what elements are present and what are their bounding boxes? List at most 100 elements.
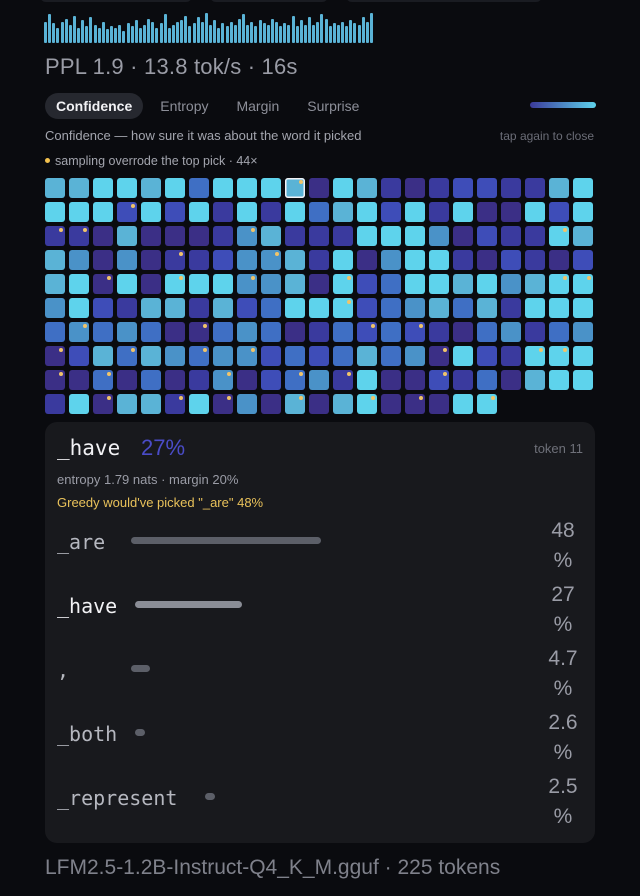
- token-cell[interactable]: [357, 322, 377, 342]
- token-cell[interactable]: [309, 346, 329, 366]
- token-cell[interactable]: [525, 322, 545, 342]
- token-cell[interactable]: [237, 250, 257, 270]
- token-cell[interactable]: [285, 370, 305, 390]
- token-cell[interactable]: [213, 274, 233, 294]
- token-cell[interactable]: [165, 322, 185, 342]
- token-cell[interactable]: [69, 322, 89, 342]
- token-cell[interactable]: [237, 298, 257, 318]
- token-cell[interactable]: [117, 298, 137, 318]
- token-cell[interactable]: [237, 274, 257, 294]
- token-cell[interactable]: [117, 250, 137, 270]
- token-cell[interactable]: [381, 370, 401, 390]
- token-cell[interactable]: [453, 298, 473, 318]
- token-cell[interactable]: [525, 226, 545, 246]
- token-cell[interactable]: [45, 322, 65, 342]
- token-cell[interactable]: [165, 298, 185, 318]
- token-cell[interactable]: [261, 370, 281, 390]
- token-cell[interactable]: [357, 274, 377, 294]
- token-cell[interactable]: [429, 298, 449, 318]
- tab-confidence[interactable]: Confidence: [45, 93, 144, 119]
- token-cell[interactable]: [333, 226, 353, 246]
- token-cell[interactable]: [69, 346, 89, 366]
- token-cell[interactable]: [453, 370, 473, 390]
- token-cell[interactable]: [261, 202, 281, 222]
- token-cell[interactable]: [381, 250, 401, 270]
- token-cell[interactable]: [525, 202, 545, 222]
- token-cell[interactable]: [69, 250, 89, 270]
- token-cell[interactable]: [381, 274, 401, 294]
- token-cell[interactable]: [93, 298, 113, 318]
- token-cell[interactable]: [573, 250, 593, 270]
- token-cell[interactable]: [309, 274, 329, 294]
- token-cell[interactable]: [477, 322, 497, 342]
- token-cell[interactable]: [381, 226, 401, 246]
- token-cell[interactable]: [549, 298, 569, 318]
- token-cell[interactable]: [117, 226, 137, 246]
- token-cell[interactable]: [525, 178, 545, 198]
- token-cell[interactable]: [45, 298, 65, 318]
- tab-entropy[interactable]: Entropy: [160, 98, 209, 114]
- token-cell[interactable]: [117, 178, 137, 198]
- token-cell[interactable]: [357, 370, 377, 390]
- token-cell[interactable]: [213, 322, 233, 342]
- token-cell[interactable]: [213, 250, 233, 270]
- token-cell[interactable]: [285, 322, 305, 342]
- token-cell[interactable]: [117, 370, 137, 390]
- token-cell[interactable]: [357, 202, 377, 222]
- token-cell[interactable]: [69, 274, 89, 294]
- token-cell[interactable]: [93, 178, 113, 198]
- token-cell[interactable]: [573, 202, 593, 222]
- token-cell[interactable]: [573, 298, 593, 318]
- token-cell[interactable]: [333, 298, 353, 318]
- token-cell[interactable]: [453, 250, 473, 270]
- token-cell[interactable]: [429, 202, 449, 222]
- token-cell[interactable]: [429, 250, 449, 270]
- token-cell[interactable]: [501, 226, 521, 246]
- token-cell[interactable]: [405, 178, 425, 198]
- token-cell[interactable]: [357, 226, 377, 246]
- token-cell[interactable]: [189, 226, 209, 246]
- token-cell[interactable]: [477, 250, 497, 270]
- token-cell[interactable]: [261, 298, 281, 318]
- tab-margin[interactable]: Margin: [236, 98, 280, 114]
- token-cell[interactable]: [213, 226, 233, 246]
- token-cell[interactable]: [45, 226, 65, 246]
- token-cell[interactable]: [165, 202, 185, 222]
- token-cell[interactable]: [141, 322, 161, 342]
- token-cell[interactable]: [261, 346, 281, 366]
- top-pill-right[interactable]: [346, 0, 542, 2]
- token-cell[interactable]: [429, 370, 449, 390]
- token-cell[interactable]: [405, 226, 425, 246]
- token-cell[interactable]: [45, 178, 65, 198]
- token-cell[interactable]: [453, 178, 473, 198]
- token-cell[interactable]: [477, 202, 497, 222]
- token-cell[interactable]: [357, 298, 377, 318]
- token-cell[interactable]: [453, 394, 473, 414]
- top-pill-middle[interactable]: [210, 0, 328, 2]
- token-cell[interactable]: [237, 394, 257, 414]
- token-cell[interactable]: [213, 298, 233, 318]
- token-cell[interactable]: [165, 394, 185, 414]
- token-cell[interactable]: [429, 226, 449, 246]
- token-cell[interactable]: [333, 370, 353, 390]
- token-cell[interactable]: [165, 370, 185, 390]
- token-cell[interactable]: [357, 394, 377, 414]
- token-cell[interactable]: [333, 274, 353, 294]
- token-cell[interactable]: [429, 322, 449, 342]
- token-cell[interactable]: [141, 298, 161, 318]
- candidate-row[interactable]: _both 2.6%: [57, 710, 583, 766]
- token-cell[interactable]: [501, 346, 521, 366]
- token-cell[interactable]: [93, 394, 113, 414]
- token-cell[interactable]: [573, 274, 593, 294]
- token-cell[interactable]: [45, 394, 65, 414]
- token-cell[interactable]: [165, 274, 185, 294]
- token-cell[interactable]: [357, 250, 377, 270]
- token-cell[interactable]: [93, 370, 113, 390]
- token-cell[interactable]: [501, 178, 521, 198]
- token-cell[interactable]: [309, 178, 329, 198]
- token-cell[interactable]: [501, 370, 521, 390]
- token-cell[interactable]: [237, 178, 257, 198]
- token-cell[interactable]: [165, 250, 185, 270]
- token-cell[interactable]: [189, 346, 209, 366]
- close-hint[interactable]: tap again to close: [499, 129, 594, 143]
